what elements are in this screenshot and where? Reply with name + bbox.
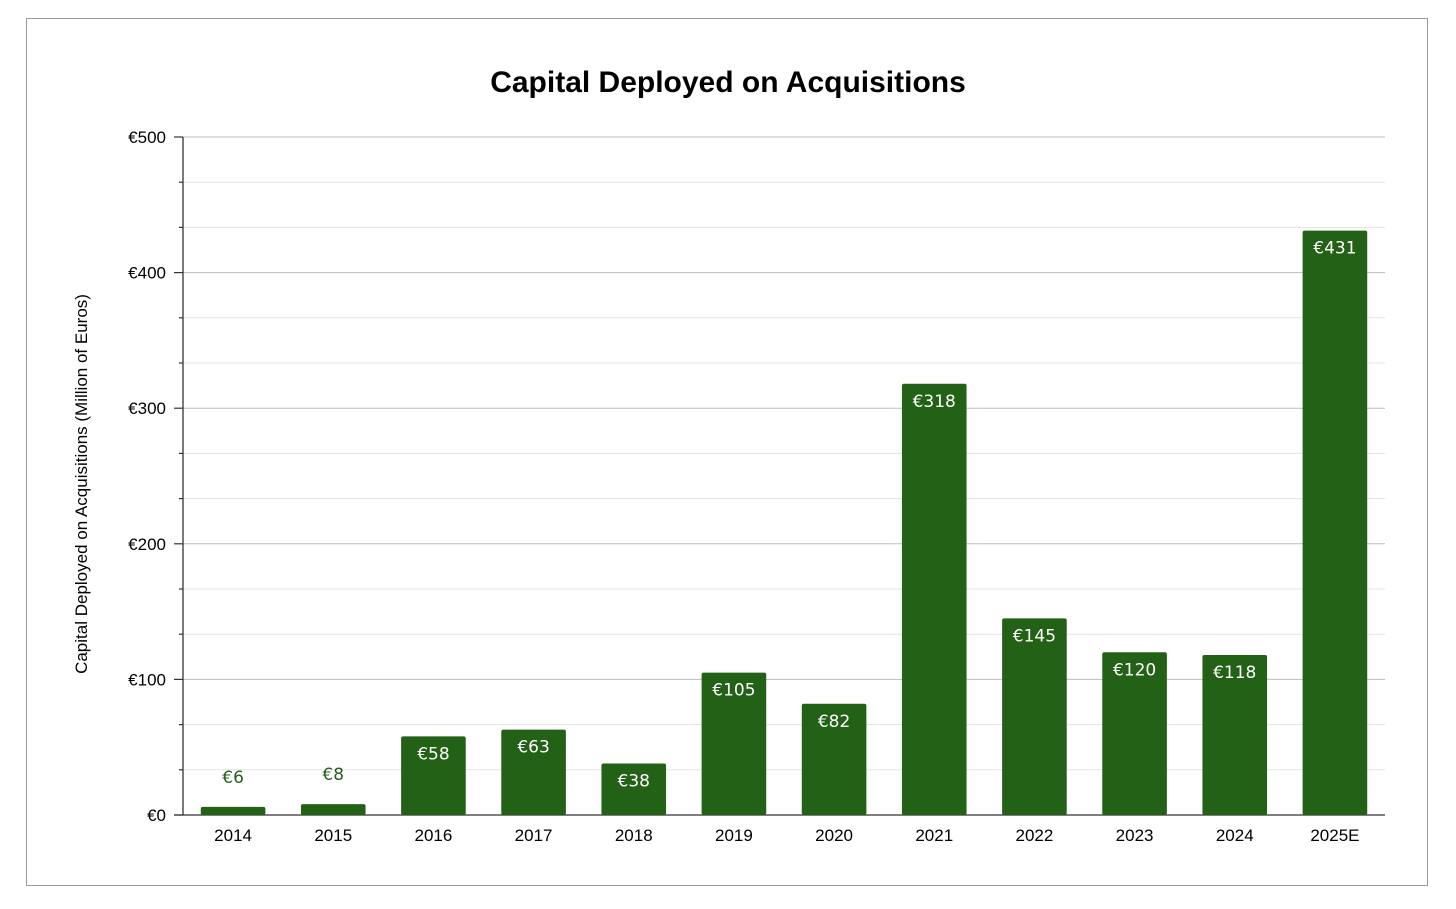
bar-2015 xyxy=(300,804,366,815)
axes xyxy=(174,136,1385,816)
data-label-2018: €38 xyxy=(618,771,650,791)
bar-2021 xyxy=(901,383,967,815)
bar-2020 xyxy=(801,703,867,815)
x-tick-label-2023: 2023 xyxy=(1116,826,1154,845)
x-tick-label-2014: 2014 xyxy=(214,826,252,845)
bar-2017 xyxy=(501,729,566,815)
x-tick-label-2016: 2016 xyxy=(415,826,453,845)
y-tick-label: €400 xyxy=(128,264,166,283)
bar-2025e xyxy=(1302,230,1368,816)
data-label-2025e: €431 xyxy=(1313,239,1356,259)
y-tick-label: €300 xyxy=(128,399,166,418)
data-label-2017: €63 xyxy=(517,738,549,758)
bars xyxy=(200,230,1368,816)
y-tick-label: €0 xyxy=(147,806,166,825)
bar-2018 xyxy=(601,763,667,815)
data-label-2024: €118 xyxy=(1213,663,1256,683)
x-tick-label-2020: 2020 xyxy=(815,826,853,845)
data-label-2021: €318 xyxy=(913,392,956,412)
tick-labels: €0 €100 €200 €300 €400 €500 2014 2015 2016 2017 20… xyxy=(128,128,1359,845)
data-label-2023: €120 xyxy=(1113,660,1156,680)
bar-2016 xyxy=(401,736,466,815)
data-label-2022: €145 xyxy=(1013,626,1056,646)
y-tick-label: €100 xyxy=(128,670,166,689)
chart-title: Capital Deployed on Acquisitions xyxy=(490,66,966,99)
data-label-2015: €8 xyxy=(322,765,344,785)
data-labels: €6 €8 €58 €63 €38 €105 €82 €318 €145 €120 €118 €431 xyxy=(222,239,1356,792)
x-tick-label-2017: 2017 xyxy=(515,826,553,845)
data-label-2020: €82 xyxy=(818,712,850,732)
y-axis-label: Capital Deployed on Acquisitions (Millio… xyxy=(72,294,91,674)
x-tick-label-2022: 2022 xyxy=(1016,826,1054,845)
bar-2014 xyxy=(200,806,266,815)
bar-2022 xyxy=(1002,618,1067,815)
bar-2024 xyxy=(1202,654,1268,815)
gridlines xyxy=(183,136,1385,771)
x-tick-label-2019: 2019 xyxy=(715,826,753,845)
y-tick-label: €200 xyxy=(128,535,166,554)
x-tick-label-2025e: 2025E xyxy=(1310,826,1359,845)
data-label-2019: €105 xyxy=(712,681,755,701)
bar-2023 xyxy=(1102,652,1167,815)
x-tick-label-2018: 2018 xyxy=(615,826,653,845)
bar-2019 xyxy=(701,672,767,815)
y-tick-label: €500 xyxy=(128,128,166,147)
x-tick-label-2015: 2015 xyxy=(314,826,352,845)
data-label-2014: €6 xyxy=(222,768,244,788)
x-tick-label-2024: 2024 xyxy=(1216,826,1254,845)
x-tick-label-2021: 2021 xyxy=(915,826,953,845)
data-label-2016: €58 xyxy=(417,744,449,764)
